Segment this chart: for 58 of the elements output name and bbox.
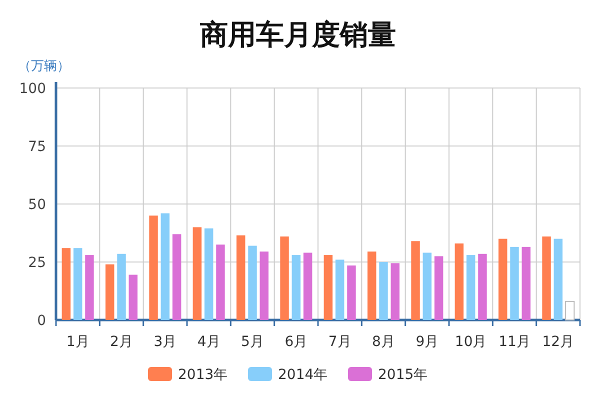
y-axis-title: （万辆） (18, 59, 70, 74)
bar (128, 274, 138, 320)
bar (62, 248, 71, 320)
bar (478, 254, 487, 320)
bar (248, 246, 257, 320)
bar (434, 256, 444, 320)
x-tick-label: 10月 (454, 334, 487, 350)
legend-label: 2013年 (178, 367, 228, 383)
bar (347, 265, 356, 320)
bar (367, 252, 376, 320)
x-tick-label: 7月 (328, 334, 352, 350)
bar (204, 228, 214, 320)
bar (73, 248, 82, 320)
bar (466, 255, 476, 320)
x-tick-label: 11月 (498, 334, 530, 350)
bar (522, 246, 531, 320)
bar (216, 244, 225, 320)
bar (379, 262, 388, 320)
bar (422, 252, 432, 320)
y-tick-label: 100 (19, 81, 46, 97)
bar (192, 227, 202, 320)
x-tick-label: 8月 (372, 334, 395, 350)
bar (411, 241, 420, 320)
bar (280, 236, 289, 320)
x-tick-label: 4月 (197, 334, 220, 350)
bar (390, 263, 400, 320)
chart-title: 商用车月度销量 (199, 18, 396, 51)
bar (105, 264, 114, 320)
bar (542, 236, 551, 320)
bar (335, 260, 344, 320)
bar (303, 252, 312, 320)
x-tick-label: 12月 (542, 334, 574, 350)
bar (260, 252, 269, 320)
bar (564, 300, 575, 320)
legend-label: 2015年 (378, 367, 428, 383)
bar (498, 238, 508, 320)
bar (117, 254, 126, 320)
bar (160, 213, 170, 320)
legend-label: 2014年 (278, 367, 328, 383)
x-tick-label: 6月 (284, 334, 308, 350)
bar (149, 216, 158, 320)
bar (85, 255, 94, 320)
x-tick-label: 9月 (416, 334, 439, 350)
y-tick-label: 75 (28, 139, 46, 155)
bar (454, 243, 464, 320)
bar (236, 235, 246, 320)
x-tick-label: 2月 (110, 334, 133, 350)
bar (292, 255, 301, 320)
x-tick-label: 1月 (66, 334, 90, 350)
bar (554, 238, 563, 320)
x-tick-label: 5月 (241, 334, 264, 350)
bar (324, 255, 333, 320)
bar (172, 234, 182, 320)
y-tick-label: 25 (28, 255, 46, 271)
bar (510, 246, 519, 320)
x-tick-label: 3月 (154, 334, 177, 350)
y-tick-label: 50 (28, 197, 46, 213)
y-tick-label: 0 (37, 313, 46, 329)
